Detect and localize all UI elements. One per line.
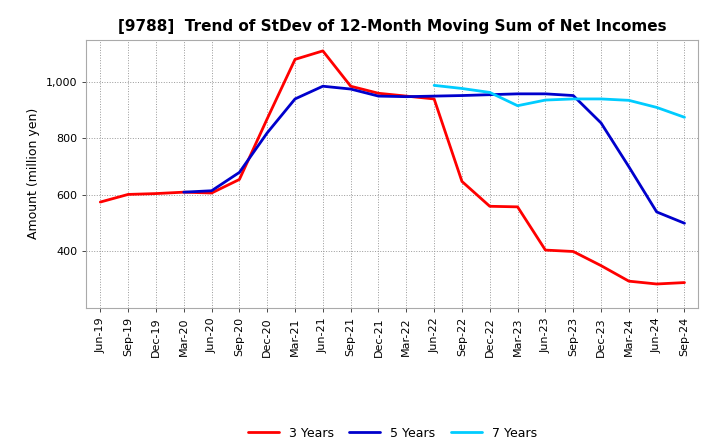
5 Years bbox=[374, 93, 383, 99]
7 Years bbox=[430, 83, 438, 88]
5 Years bbox=[263, 130, 271, 136]
7 Years bbox=[652, 105, 661, 110]
3 Years bbox=[179, 190, 188, 195]
5 Years bbox=[569, 93, 577, 98]
5 Years bbox=[179, 190, 188, 195]
3 Years bbox=[513, 204, 522, 209]
7 Years bbox=[513, 103, 522, 108]
Title: [9788]  Trend of StDev of 12-Month Moving Sum of Net Incomes: [9788] Trend of StDev of 12-Month Moving… bbox=[118, 19, 667, 34]
5 Years bbox=[485, 92, 494, 97]
3 Years bbox=[96, 199, 104, 205]
3 Years bbox=[458, 179, 467, 184]
7 Years bbox=[680, 115, 689, 120]
3 Years bbox=[124, 192, 132, 197]
5 Years bbox=[597, 120, 606, 125]
5 Years bbox=[318, 84, 327, 89]
5 Years bbox=[458, 93, 467, 98]
5 Years bbox=[207, 188, 216, 194]
7 Years bbox=[569, 96, 577, 102]
Line: 7 Years: 7 Years bbox=[434, 85, 685, 117]
3 Years bbox=[346, 84, 355, 89]
3 Years bbox=[541, 247, 550, 253]
3 Years bbox=[207, 191, 216, 196]
3 Years bbox=[374, 91, 383, 96]
3 Years bbox=[597, 263, 606, 268]
5 Years bbox=[541, 91, 550, 96]
5 Years bbox=[235, 170, 243, 175]
Line: 5 Years: 5 Years bbox=[184, 86, 685, 223]
3 Years bbox=[430, 96, 438, 102]
Legend: 3 Years, 5 Years, 7 Years: 3 Years, 5 Years, 7 Years bbox=[248, 427, 537, 440]
3 Years bbox=[680, 280, 689, 285]
5 Years bbox=[346, 86, 355, 92]
5 Years bbox=[680, 220, 689, 226]
7 Years bbox=[541, 97, 550, 103]
5 Years bbox=[513, 91, 522, 96]
7 Years bbox=[624, 98, 633, 103]
3 Years bbox=[235, 177, 243, 182]
3 Years bbox=[263, 116, 271, 121]
3 Years bbox=[152, 191, 161, 196]
3 Years bbox=[569, 249, 577, 254]
3 Years bbox=[624, 279, 633, 284]
5 Years bbox=[652, 209, 661, 215]
7 Years bbox=[597, 96, 606, 102]
3 Years bbox=[485, 204, 494, 209]
3 Years bbox=[318, 48, 327, 54]
Y-axis label: Amount (million yen): Amount (million yen) bbox=[27, 108, 40, 239]
7 Years bbox=[458, 86, 467, 91]
3 Years bbox=[402, 93, 410, 99]
5 Years bbox=[430, 93, 438, 99]
7 Years bbox=[485, 90, 494, 95]
5 Years bbox=[402, 94, 410, 99]
Line: 3 Years: 3 Years bbox=[100, 51, 685, 284]
5 Years bbox=[624, 164, 633, 169]
5 Years bbox=[291, 96, 300, 102]
3 Years bbox=[652, 281, 661, 286]
3 Years bbox=[291, 57, 300, 62]
